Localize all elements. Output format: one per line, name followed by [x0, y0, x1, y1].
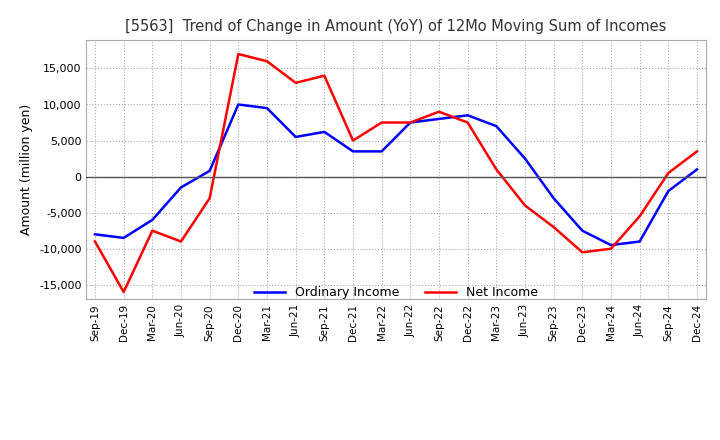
Ordinary Income — [91, 231, 99, 237]
Net Income — [578, 249, 587, 255]
Ordinary Income — [292, 134, 300, 139]
Net Income — [320, 73, 328, 78]
Ordinary Income — [176, 185, 185, 190]
Ordinary Income — [464, 113, 472, 118]
Net Income — [406, 120, 415, 125]
Net Income — [492, 167, 500, 172]
Line: Net Income: Net Income — [95, 54, 697, 292]
Ordinary Income — [664, 188, 672, 194]
Net Income — [607, 246, 616, 251]
Net Income — [435, 109, 444, 114]
Ordinary Income — [549, 196, 558, 201]
Ordinary Income — [578, 228, 587, 233]
Ordinary Income — [377, 149, 386, 154]
Legend: Ordinary Income, Net Income: Ordinary Income, Net Income — [249, 282, 543, 304]
Ordinary Income — [607, 242, 616, 248]
Ordinary Income — [348, 149, 357, 154]
Ordinary Income — [406, 120, 415, 125]
Title: [5563]  Trend of Change in Amount (YoY) of 12Mo Moving Sum of Incomes: [5563] Trend of Change in Amount (YoY) o… — [125, 19, 667, 34]
Ordinary Income — [435, 116, 444, 121]
Net Income — [464, 120, 472, 125]
Y-axis label: Amount (million yen): Amount (million yen) — [20, 104, 34, 235]
Net Income — [377, 120, 386, 125]
Ordinary Income — [320, 129, 328, 135]
Ordinary Income — [492, 124, 500, 129]
Ordinary Income — [148, 217, 157, 223]
Net Income — [91, 239, 99, 244]
Ordinary Income — [693, 167, 701, 172]
Ordinary Income — [205, 168, 214, 173]
Net Income — [292, 80, 300, 85]
Net Income — [348, 138, 357, 143]
Net Income — [148, 228, 157, 233]
Net Income — [234, 51, 243, 57]
Net Income — [263, 59, 271, 64]
Line: Ordinary Income: Ordinary Income — [95, 104, 697, 245]
Net Income — [549, 224, 558, 230]
Net Income — [176, 239, 185, 244]
Net Income — [521, 203, 529, 208]
Net Income — [120, 290, 128, 295]
Net Income — [205, 196, 214, 201]
Ordinary Income — [120, 235, 128, 241]
Ordinary Income — [263, 106, 271, 111]
Net Income — [635, 214, 644, 219]
Net Income — [693, 149, 701, 154]
Ordinary Income — [234, 102, 243, 107]
Ordinary Income — [635, 239, 644, 244]
Ordinary Income — [521, 156, 529, 161]
Net Income — [664, 170, 672, 176]
